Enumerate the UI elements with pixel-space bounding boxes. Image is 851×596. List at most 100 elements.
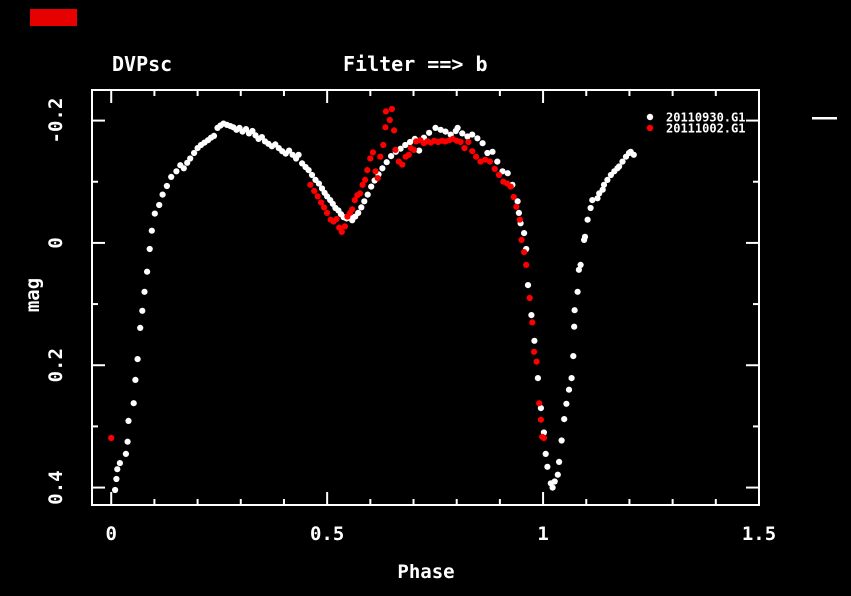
data-point: [570, 353, 577, 360]
annotation-red-box: [30, 9, 77, 26]
data-point: [349, 206, 356, 213]
data-point: [125, 417, 132, 424]
data-point: [379, 165, 386, 172]
data-point: [362, 176, 369, 183]
x-axis-label: Phase: [397, 561, 454, 583]
data-point: [146, 245, 153, 253]
data-point: [383, 159, 390, 166]
data-point: [144, 268, 151, 275]
data-point: [469, 131, 476, 138]
data-point: [359, 181, 366, 188]
data-point: [469, 148, 476, 155]
data-point: [437, 126, 444, 133]
data-point: [374, 175, 381, 182]
data-point: [311, 187, 318, 194]
data-point: [333, 216, 340, 223]
data-point: [321, 204, 328, 211]
data-point: [504, 170, 511, 177]
data-point: [457, 138, 464, 146]
data-point: [402, 141, 409, 149]
data-point: [524, 282, 532, 289]
data-point: [405, 151, 412, 158]
data-point: [474, 135, 481, 142]
data-point: [191, 149, 198, 157]
data-point: [514, 198, 521, 205]
data-point: [523, 261, 530, 268]
data-point: [173, 168, 180, 175]
data-point: [364, 167, 371, 174]
data-point: [571, 323, 578, 330]
data-point: [530, 348, 538, 355]
data-point: [531, 337, 538, 344]
data-point: [600, 181, 608, 188]
data-point: [486, 158, 494, 165]
x-tick-label: 1.5: [742, 523, 776, 545]
data-point: [558, 437, 565, 444]
data-point: [180, 165, 187, 172]
data-point: [604, 176, 611, 183]
data-point: [159, 191, 166, 198]
data-point: [619, 158, 626, 165]
y-tick-label: -0.2: [45, 98, 67, 144]
data-point: [318, 199, 325, 206]
data-point: [575, 266, 583, 273]
data-point: [380, 141, 387, 149]
data-point: [563, 400, 570, 407]
plot-frame: [91, 89, 760, 506]
data-point: [589, 197, 596, 204]
y-tick-label: 0.4: [45, 470, 67, 504]
data-point: [495, 171, 503, 179]
data-point: [491, 165, 498, 172]
data-point: [521, 249, 528, 256]
data-point: [549, 484, 556, 491]
data-point: [122, 450, 129, 457]
data-point: [516, 216, 523, 223]
data-point: [139, 307, 146, 314]
data-point: [556, 458, 563, 465]
data-point: [465, 138, 472, 146]
data-point: [116, 460, 123, 467]
data-point: [134, 356, 141, 363]
y-axis-label: mag: [22, 278, 44, 312]
data-point: [416, 147, 423, 154]
data-point: [151, 210, 158, 217]
data-point: [156, 201, 163, 209]
data-point: [534, 375, 542, 382]
data-point: [577, 261, 584, 268]
legend: 20110930.G1 20111002.G1: [646, 111, 745, 136]
data-point: [163, 182, 170, 190]
data-point: [141, 288, 148, 295]
data-point: [410, 146, 417, 153]
data-point: [132, 376, 139, 383]
data-point: [308, 171, 316, 179]
series-20111002: [108, 105, 548, 442]
data-point: [616, 163, 623, 170]
data-point: [305, 167, 312, 174]
data-point: [113, 475, 120, 483]
data-point: [507, 183, 514, 190]
data-point: [388, 105, 395, 113]
legend-label-red: 20111002.G1: [666, 122, 745, 136]
data-point: [630, 151, 637, 158]
data-point: [515, 209, 523, 216]
tick-labels: 0 0.5 1 1.5 -0.2 0 0.2 0.4: [45, 98, 776, 545]
data-point: [537, 405, 545, 412]
data-point: [479, 140, 486, 147]
legend-marker-red: [646, 124, 654, 132]
legend-label-white: 20110930.G1: [666, 111, 745, 125]
data-point: [489, 148, 496, 155]
data-point: [355, 209, 362, 216]
object-name-title: DVPsc: [112, 52, 172, 76]
filter-title: Filter ==> b: [343, 52, 488, 76]
data-point: [568, 375, 575, 382]
data-point: [338, 228, 345, 235]
data-point: [108, 434, 115, 442]
data-point: [536, 400, 543, 407]
data-point: [356, 190, 364, 197]
data-point: [137, 324, 144, 331]
data-point: [551, 478, 558, 485]
data-point: [494, 158, 501, 165]
data-point: [372, 168, 379, 175]
stray-dash: [812, 117, 837, 120]
data-point: [482, 156, 489, 163]
